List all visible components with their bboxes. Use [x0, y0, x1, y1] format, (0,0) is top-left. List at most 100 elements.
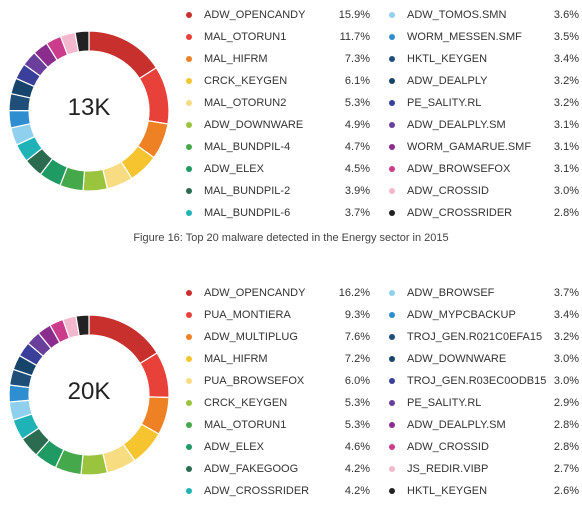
donut-hole — [30, 336, 148, 454]
legend-label: MAL_OTORUN1 — [204, 31, 287, 43]
legend-label: JS_REDIR.VIBP — [407, 463, 489, 475]
legend-item-adw-fakegoog: ADW_FAKEGOOG 4.2% — [186, 458, 376, 480]
legend-value: 3.2% — [553, 331, 579, 343]
legend-value: 3.7% — [344, 207, 370, 219]
legend-item-troj-gen-r021c0efa15: TROJ_GEN.R021C0EFA15 3.2% — [389, 326, 579, 348]
legend-label: ADW_CROSSRIDER — [204, 485, 310, 497]
legend-value: 3.9% — [344, 185, 370, 197]
legend-label: ADW_OPENCANDY — [204, 9, 306, 21]
legend-label: ADW_DEALPLY — [407, 75, 488, 87]
legend-swatch — [186, 144, 192, 150]
legend-item-adw-dealply-sm: ADW_DEALPLY.SM 2.8% — [389, 414, 579, 436]
chart-panel-energy-20k: 20K ADW_OPENCANDY 16.2% PUA_MONTIERA 9.3% AD… — [0, 278, 582, 508]
legend-label: ADW_DOWNWARE — [204, 119, 304, 131]
legend-swatch — [186, 34, 192, 40]
donut-slice-hktl-keygen — [75, 314, 90, 337]
legend-item-mal-otorun1: MAL_OTORUN1 11.7% — [186, 26, 376, 48]
legend-label: MAL_BUNDPIL-6 — [204, 207, 291, 219]
legend-value: 7.6% — [344, 331, 370, 343]
legend-label: PUA_BROWSEFOX — [204, 375, 305, 387]
legend-swatch — [186, 122, 192, 128]
legend-value: 3.1% — [553, 141, 579, 153]
legend-value: 2.7% — [553, 463, 579, 475]
legend-label: ADW_TOMOS.SMN — [407, 9, 507, 21]
legend-label: PE_SALITY.RL — [407, 397, 482, 409]
legend-swatch — [389, 188, 395, 194]
legend-value: 2.8% — [553, 441, 579, 453]
legend-label: ADW_DEALPLY.SM — [407, 419, 506, 431]
legend-item-adw-browsefox: ADW_BROWSEFOX 3.1% — [389, 158, 579, 180]
legend-label: TROJ_GEN.R03EC0ODB15 — [407, 375, 547, 387]
legend-value: 2.8% — [553, 207, 579, 219]
legend-item-adw-downware: ADW_DOWNWARE 3.0% — [389, 348, 579, 370]
legend-label: WORM_GAMARUE.SMF — [407, 141, 532, 153]
legend-value: 6.1% — [344, 75, 370, 87]
legend-swatch — [186, 12, 192, 18]
legend-swatch — [186, 488, 192, 494]
legend-value: 4.7% — [344, 141, 370, 153]
legend-label: ADW_CROSSRIDER — [407, 207, 513, 219]
legend-swatch — [389, 466, 395, 472]
legend-value: 6.0% — [344, 375, 370, 387]
legend-swatch — [389, 12, 395, 18]
donut-chart — [8, 314, 170, 476]
legend-swatch — [186, 100, 192, 106]
legend-value: 2.8% — [553, 419, 579, 431]
legend-swatch — [389, 422, 395, 428]
legend-label: ADW_DOWNWARE — [407, 353, 507, 365]
legend-label: ADW_ELEX — [204, 441, 264, 453]
legend-value: 3.1% — [553, 163, 579, 175]
legend-item-hktl-keygen: HKTL_KEYGEN 2.6% — [389, 480, 579, 502]
legend-item-worm-messen-smf: WORM_MESSEN.SMF 3.5% — [389, 26, 579, 48]
legend-swatch — [389, 166, 395, 172]
donut-center-label: 13K — [67, 94, 111, 121]
legend-value: 7.2% — [344, 353, 370, 365]
legend-label: ADW_CROSSID — [407, 185, 489, 197]
legend-label: ADW_MULTIPLUG — [204, 331, 298, 343]
legend-label: MAL_BUNDPIL-2 — [204, 185, 291, 197]
figure-caption: Figure 16: Top 20 malware detected in th… — [133, 232, 449, 244]
legend-item-adw-dealply-sm: ADW_DEALPLY.SM 3.1% — [389, 114, 579, 136]
legend-label: CRCK_KEYGEN — [204, 397, 288, 409]
legend-label: ADW_BROWSEFOX — [407, 163, 511, 175]
legend-value: 4.5% — [344, 163, 370, 175]
legend-item-mal-bundpil-6: MAL_BUNDPIL-6 3.7% — [186, 202, 376, 224]
legend-value: 3.0% — [553, 185, 579, 197]
legend-item-pua-montiera: PUA_MONTIERA 9.3% — [186, 304, 376, 326]
donut-slice-adw-downware — [82, 168, 109, 192]
legend-value: 4.9% — [344, 119, 370, 131]
legend-item-crck-keygen: CRCK_KEYGEN 6.1% — [186, 70, 376, 92]
legend-item-adw-tomos-smn: ADW_TOMOS.SMN 3.6% — [389, 4, 579, 26]
legend-swatch — [186, 378, 192, 384]
legend-label: ADW_CROSSID — [407, 441, 489, 453]
legend-swatch — [186, 334, 192, 340]
legend-item-adw-crossrider: ADW_CROSSRIDER 2.8% — [389, 202, 579, 224]
legend-item-hktl-keygen: HKTL_KEYGEN 3.4% — [389, 48, 579, 70]
legend-swatch — [186, 444, 192, 450]
legend-label: WORM_MESSEN.SMF — [407, 31, 522, 43]
legend-item-mal-hifrm: MAL_HIFRM 7.3% — [186, 48, 376, 70]
legend-swatch — [389, 378, 395, 384]
legend-value: 3.1% — [553, 119, 579, 131]
donut-hole — [30, 52, 148, 170]
legend-item-pe-sality-rl: PE_SALITY.RL 2.9% — [389, 392, 579, 414]
legend-item-adw-multiplug: ADW_MULTIPLUG 7.6% — [186, 326, 376, 348]
legend-value: 3.2% — [553, 75, 579, 87]
legend-swatch — [389, 100, 395, 106]
chart-panel-energy-13k: 13K ADW_OPENCANDY 15.9% MAL_OTORUN1 11.7% MA… — [0, 0, 582, 244]
legend-swatch — [389, 488, 395, 494]
legend-swatch — [389, 444, 395, 450]
legend-label: MAL_HIFRM — [204, 353, 268, 365]
legend-label: PUA_MONTIERA — [204, 309, 291, 321]
legend-value: 5.3% — [344, 397, 370, 409]
legend-item-adw-crossrider: ADW_CROSSRIDER 4.2% — [186, 480, 376, 502]
legend-value: 11.7% — [339, 31, 370, 43]
legend-swatch — [389, 56, 395, 62]
legend-label: PE_SALITY.RL — [407, 97, 482, 109]
legend-value: 3.4% — [553, 53, 579, 65]
legend-item-adw-elex: ADW_ELEX 4.5% — [186, 158, 376, 180]
legend-value: 3.0% — [553, 375, 579, 387]
legend-item-adw-crossid: ADW_CROSSID 3.0% — [389, 180, 579, 202]
legend-value: 4.2% — [344, 485, 370, 497]
legend-swatch — [186, 400, 192, 406]
